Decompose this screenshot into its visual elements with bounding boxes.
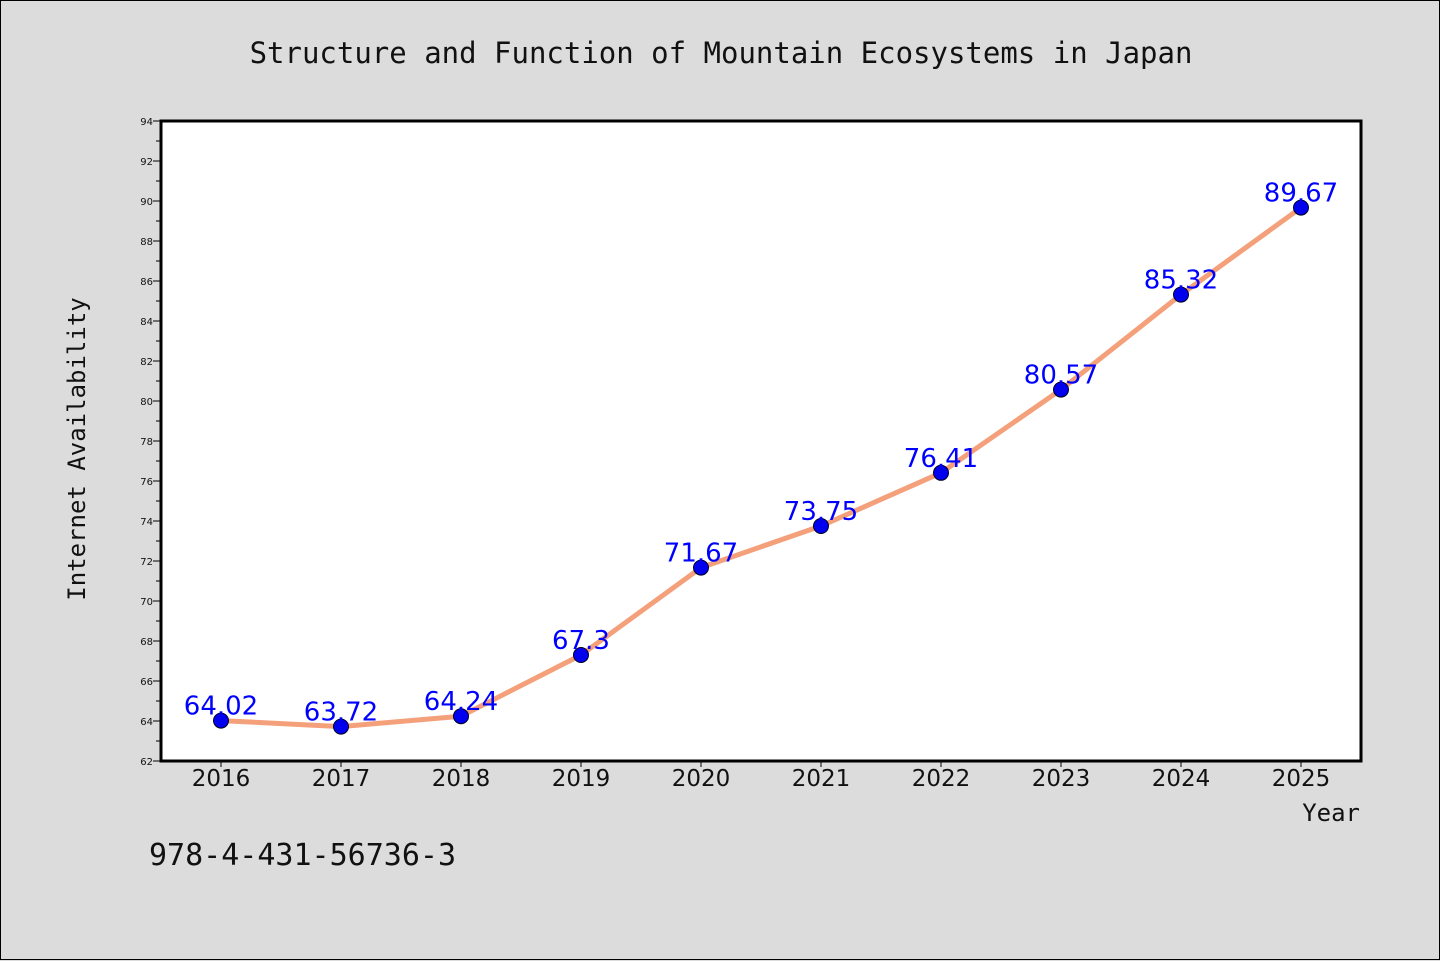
y-tick-label: 76 <box>140 477 153 488</box>
x-tick-label: 2022 <box>912 766 971 792</box>
y-tick-label: 66 <box>140 677 153 688</box>
y-tick-label: 94 <box>140 117 153 128</box>
y-tick-label: 78 <box>140 437 153 448</box>
data-point <box>213 712 229 729</box>
x-tick-label: 2023 <box>1032 766 1091 792</box>
data-point <box>453 708 469 725</box>
data-point <box>693 559 709 576</box>
x-axis: 2016 2017 2018 2019 2020 2021 2022 2023 2024 2025 <box>192 761 1331 792</box>
y-tick-label: 74 <box>140 517 153 528</box>
y-tick-label: 88 <box>140 237 153 248</box>
data-point <box>333 718 349 735</box>
x-axis-title: Year <box>1302 799 1360 827</box>
data-label: 89.67 <box>1264 179 1338 209</box>
x-tick-label: 2021 <box>792 766 851 792</box>
y-tick-label: 90 <box>140 197 153 208</box>
data-point <box>573 647 589 663</box>
data-label: 64.02 <box>184 692 258 722</box>
y-tick-label: 64 <box>140 717 153 728</box>
x-tick-label: 2024 <box>1152 766 1211 792</box>
x-tick-label: 2016 <box>192 766 251 792</box>
data-label: 76.41 <box>904 444 978 474</box>
series-line <box>218 205 1304 730</box>
data-label: 67.3 <box>552 626 610 656</box>
y-tick-label: 92 <box>140 157 153 168</box>
series-group: 64.02 63.72 64.24 67.3 71.67 73.75 76.41 80.57 8… <box>184 179 1338 735</box>
data-label: 73.75 <box>784 497 858 527</box>
data-point <box>813 518 829 534</box>
y-tick-label: 70 <box>140 597 153 608</box>
y-tick-label: 80 <box>140 397 153 408</box>
data-label: 80.57 <box>1024 361 1098 391</box>
x-tick-label: 2019 <box>552 766 611 792</box>
y-tick-label: 82 <box>140 357 153 368</box>
data-point <box>933 464 949 481</box>
data-point <box>1293 199 1309 216</box>
x-tick-label: 2018 <box>432 766 491 792</box>
y-tick-label: 84 <box>140 317 153 328</box>
y-tick-label: 72 <box>140 557 153 568</box>
data-label: 64.24 <box>424 687 498 717</box>
data-label: 63.72 <box>304 698 378 728</box>
x-tick-label: 2017 <box>312 766 371 792</box>
y-axis: 62 64 66 68 70 72 74 76 78 80 82 84 86 88 90 92 94 <box>140 117 161 768</box>
y-tick-label: 62 <box>140 757 153 768</box>
y-tick-label: 68 <box>140 637 153 648</box>
chart-title: Structure and Function of Mountain Ecosy… <box>250 36 1193 70</box>
data-point <box>1173 286 1189 303</box>
data-label: 85.32 <box>1144 266 1218 296</box>
data-point <box>1053 381 1069 398</box>
data-label: 71.67 <box>664 539 738 569</box>
y-axis-title: Internet Availability <box>63 297 91 600</box>
plot-area <box>159 119 1363 763</box>
x-tick-label: 2020 <box>672 766 731 792</box>
x-tick-label: 2025 <box>1272 766 1331 792</box>
y-tick-label: 86 <box>140 277 153 288</box>
footer-code: 978-4-431-56736-3 <box>149 838 456 873</box>
